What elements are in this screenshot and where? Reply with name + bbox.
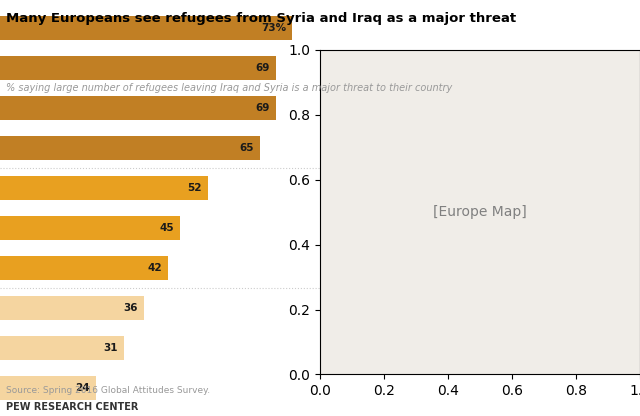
Text: Source: Spring 2016 Global Attitudes Survey.: Source: Spring 2016 Global Attitudes Sur… bbox=[6, 386, 211, 395]
Text: Many Europeans see refugees from Syria and Iraq as a major threat: Many Europeans see refugees from Syria a… bbox=[6, 12, 516, 25]
Bar bbox=[0, 56, 276, 80]
Bar bbox=[0, 296, 144, 320]
Text: 24: 24 bbox=[76, 383, 90, 393]
Bar bbox=[0, 136, 260, 160]
Text: 69: 69 bbox=[255, 63, 270, 73]
Text: 45: 45 bbox=[159, 223, 174, 233]
Bar bbox=[0, 216, 180, 240]
Text: 69: 69 bbox=[255, 103, 270, 113]
Text: 65: 65 bbox=[239, 143, 254, 153]
Text: PEW RESEARCH CENTER: PEW RESEARCH CENTER bbox=[6, 402, 139, 412]
Bar bbox=[0, 176, 208, 200]
Text: % saying large number of refugees leaving Iraq and Syria is a major threat to th: % saying large number of refugees leavin… bbox=[6, 83, 452, 93]
Bar bbox=[0, 96, 276, 120]
Text: 42: 42 bbox=[147, 263, 162, 273]
Text: 36: 36 bbox=[124, 303, 138, 313]
Bar bbox=[0, 256, 168, 280]
Text: 73%: 73% bbox=[261, 23, 286, 33]
Text: 52: 52 bbox=[188, 183, 202, 193]
Text: [Europe Map]: [Europe Map] bbox=[433, 205, 527, 219]
Bar bbox=[0, 336, 124, 360]
Bar bbox=[0, 16, 292, 40]
Text: 31: 31 bbox=[104, 343, 118, 353]
Bar bbox=[0, 376, 96, 400]
